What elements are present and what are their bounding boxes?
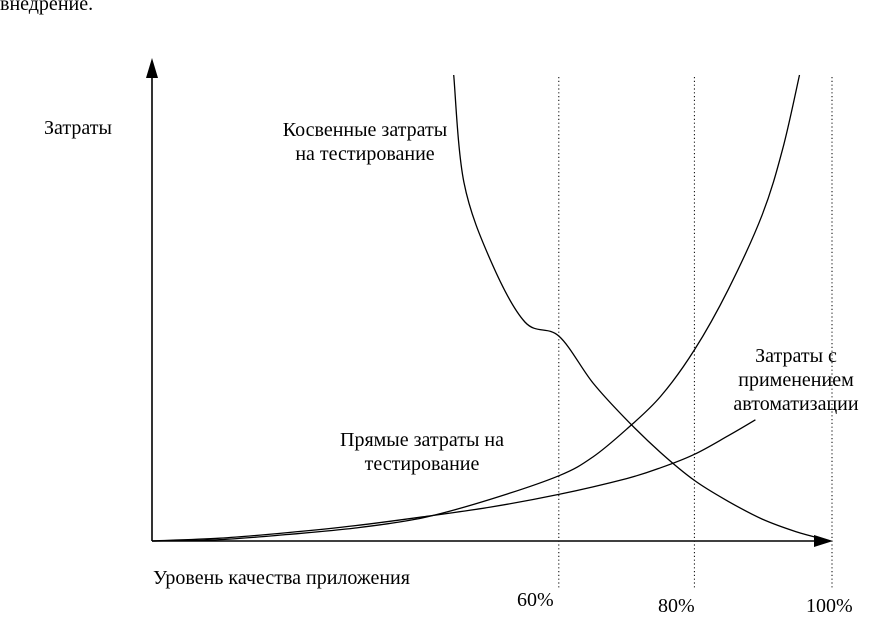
series-label-direct: Прямые затраты на тестирование (304, 428, 540, 476)
series-label-automation-line3: автоматизации (733, 393, 859, 415)
series-label-indirect-line1: Косвенные затраты (282, 119, 448, 141)
x-axis-label: Уровень качества приложения (153, 567, 410, 589)
direct-cost-curve (151, 74, 801, 542)
series-label-indirect: Косвенные затраты на тестирование (252, 118, 478, 166)
automation-cost-curve (151, 419, 756, 542)
series-label-automation-line2: применением (738, 369, 854, 391)
series-label-indirect-line2: на тестирование (295, 143, 435, 165)
top-text-fragment: внедрение. (0, 0, 94, 15)
series-label-automation-line1: Затраты с (755, 345, 837, 367)
vertical-guides (558, 77, 833, 590)
series-label-direct-line2: тестирование (364, 453, 480, 475)
y-axis-arrow-icon (146, 58, 158, 78)
series-label-direct-line1: Прямые затраты на (340, 429, 504, 451)
x-tick-80: 80% (658, 595, 695, 617)
series-label-automation: Затраты с применением автоматизации (714, 344, 875, 416)
x-axis-arrow-icon (814, 535, 833, 547)
curves (151, 74, 831, 542)
x-tick-60: 60% (517, 589, 554, 611)
indirect-cost-curve (453, 74, 831, 542)
x-tick-100: 100% (806, 595, 853, 617)
y-axis-label: Затраты (44, 117, 112, 139)
